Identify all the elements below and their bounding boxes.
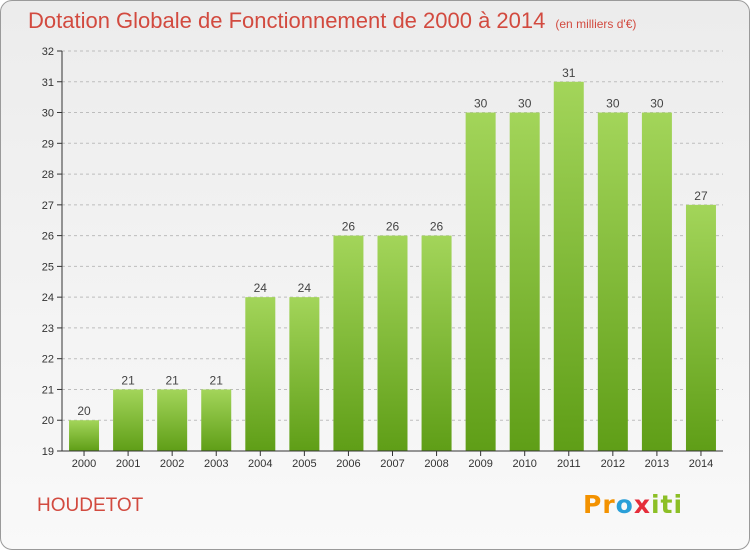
bar-2012 [597, 112, 628, 452]
x-tick-label-2009: 2009 [468, 458, 492, 470]
y-tick-label: 20 [42, 415, 54, 427]
x-tick-label-2000: 2000 [72, 458, 96, 470]
data-label-2012: 30 [606, 97, 620, 111]
data-label-2013: 30 [650, 97, 664, 111]
x-tick-label-2011: 2011 [557, 458, 581, 470]
data-label-2010: 30 [518, 97, 532, 111]
bar-2009 [465, 112, 496, 452]
proxiti-logo: Proxiti [583, 490, 684, 519]
data-label-2006: 26 [342, 220, 356, 234]
x-tick-label-2002: 2002 [160, 458, 184, 470]
x-tick-label-2005: 2005 [292, 458, 316, 470]
data-label-2000: 20 [77, 404, 91, 418]
y-tick-label: 28 [42, 169, 54, 181]
y-tick-label: 24 [42, 292, 54, 304]
data-label-2014: 27 [694, 189, 708, 203]
bar-2005 [289, 297, 320, 451]
data-label-2008: 26 [430, 220, 444, 234]
x-tick-label-2014: 2014 [689, 458, 713, 470]
bar-2008 [421, 235, 452, 451]
y-tick-label: 22 [42, 354, 54, 366]
bar-2010 [509, 112, 540, 452]
bar-2004 [245, 297, 276, 451]
bar-2013 [641, 112, 672, 452]
x-tick-label-2001: 2001 [116, 458, 140, 470]
data-label-2003: 21 [210, 373, 224, 387]
y-tick-label: 27 [42, 200, 54, 212]
x-tick-label-2004: 2004 [248, 458, 272, 470]
commune-name: HOUDETOT [37, 495, 144, 516]
bar-2001 [113, 389, 144, 451]
bar-2007 [377, 235, 408, 451]
chart-title: Dotation Globale de Fonctionnement de 20… [28, 8, 636, 34]
y-tick-label: 19 [42, 446, 54, 458]
bar-2011 [553, 81, 584, 452]
x-tick-label-2003: 2003 [204, 458, 228, 470]
data-label-2009: 30 [474, 97, 488, 111]
y-tick-label: 21 [42, 384, 54, 396]
x-tick-label-2008: 2008 [424, 458, 448, 470]
y-tick-label: 26 [42, 231, 54, 243]
data-label-2005: 24 [298, 281, 312, 295]
data-label-2011: 31 [562, 66, 576, 80]
bar-2006 [333, 235, 364, 451]
x-tick-label-2010: 2010 [512, 458, 536, 470]
bar-2014 [685, 204, 716, 451]
x-tick-label-2006: 2006 [336, 458, 360, 470]
x-tick-label-2012: 2012 [601, 458, 625, 470]
data-label-2001: 21 [121, 373, 135, 387]
data-label-2004: 24 [254, 281, 268, 295]
y-tick-label: 30 [42, 108, 54, 120]
y-tick-label: 23 [42, 323, 54, 335]
y-tick-label: 32 [42, 46, 54, 58]
bar-2003 [201, 389, 232, 451]
bar-2002 [157, 389, 188, 451]
y-tick-label: 31 [42, 77, 54, 89]
y-tick-label: 29 [42, 138, 54, 150]
x-tick-label-2007: 2007 [380, 458, 404, 470]
bar-2000 [69, 420, 100, 451]
data-label-2007: 26 [386, 220, 400, 234]
x-tick-label-2013: 2013 [645, 458, 669, 470]
y-tick-label: 25 [42, 261, 54, 273]
chart-subtitle: (en milliers d'€) [555, 17, 637, 31]
data-label-2002: 21 [165, 373, 179, 387]
chart-title-text: Dotation Globale de Fonctionnement de 20… [28, 8, 546, 33]
